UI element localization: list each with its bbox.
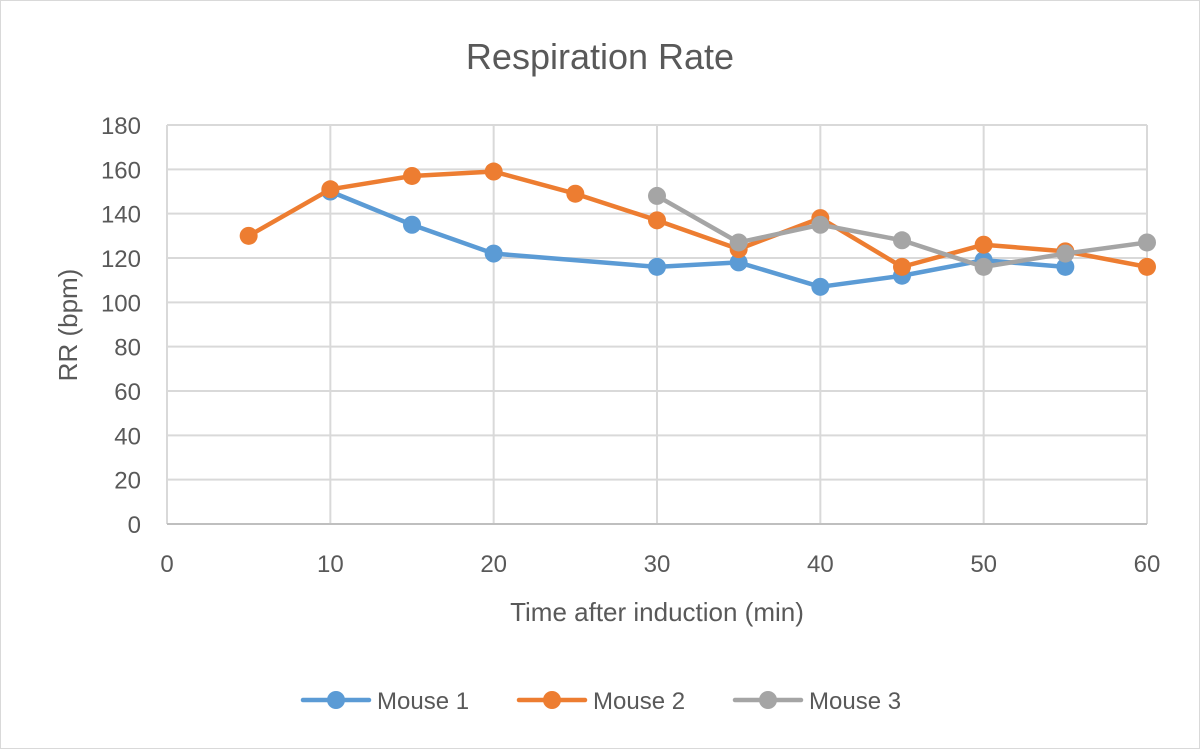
data-point — [1056, 244, 1075, 263]
y-tick-label: 80 — [114, 335, 141, 362]
data-point — [811, 277, 830, 296]
data-point — [1138, 233, 1156, 252]
data-point — [403, 166, 421, 185]
y-tick-label: 160 — [101, 157, 141, 184]
legend-item: Mouse 3 — [732, 688, 901, 715]
x-axis-label: Time after induction (min) — [510, 597, 804, 627]
data-point — [974, 235, 993, 254]
data-point — [403, 215, 421, 234]
y-tick-label: 100 — [101, 290, 141, 317]
y-axis-label: RR (bpm) — [53, 269, 83, 382]
data-point — [648, 257, 666, 276]
legend-item: Mouse 1 — [300, 688, 469, 715]
legend: Mouse 1 Mouse 2 Mouse 3 — [300, 688, 901, 715]
y-tick-label: 140 — [101, 202, 141, 229]
y-tick-label: 120 — [101, 246, 141, 273]
legend-swatch-marker — [327, 691, 345, 709]
legend-label: Mouse 3 — [809, 688, 901, 715]
x-tick-label: 0 — [160, 551, 173, 578]
data-point — [811, 215, 830, 234]
data-point — [974, 257, 993, 276]
data-point — [648, 211, 666, 230]
series-layer — [239, 162, 1156, 296]
series-line — [328, 189, 1068, 290]
data-point — [729, 253, 748, 272]
data-point — [484, 162, 503, 181]
data-point — [729, 233, 748, 252]
series-mouse-3 — [648, 186, 1156, 276]
legend-swatch-marker — [543, 691, 561, 709]
data-point — [239, 226, 258, 245]
x-tick-label: 30 — [644, 551, 671, 578]
axis-layer: 0 20 40 60 80 100 120 140 160 180 0 10 20 30 40 50 60 — [101, 113, 1160, 578]
grid-layer — [166, 124, 1148, 525]
legend-item: Mouse 2 — [516, 688, 685, 715]
y-tick-label: 20 — [114, 468, 141, 495]
legend-label: Mouse 1 — [377, 688, 469, 715]
legend-swatch-marker — [759, 691, 777, 709]
series-line — [246, 169, 1150, 270]
data-point — [566, 184, 585, 203]
data-point — [321, 180, 340, 199]
y-tick-label: 60 — [114, 379, 141, 406]
x-tick-label: 20 — [480, 551, 507, 578]
data-point — [648, 186, 666, 205]
chart-title: Respiration Rate — [466, 36, 734, 77]
data-point — [1138, 257, 1156, 276]
data-point — [893, 231, 911, 250]
y-tick-label: 180 — [101, 113, 141, 140]
y-tick-label: 40 — [114, 423, 141, 450]
x-tick-label: 60 — [1134, 551, 1161, 578]
x-tick-label: 10 — [317, 551, 344, 578]
data-point — [1056, 257, 1075, 276]
series-mouse-1 — [321, 182, 1075, 296]
y-tick-label: 0 — [128, 512, 141, 539]
data-point — [893, 257, 911, 276]
legend-label: Mouse 2 — [593, 688, 685, 715]
x-tick-label: 50 — [970, 551, 997, 578]
data-point — [484, 244, 503, 263]
x-tick-label: 40 — [807, 551, 834, 578]
